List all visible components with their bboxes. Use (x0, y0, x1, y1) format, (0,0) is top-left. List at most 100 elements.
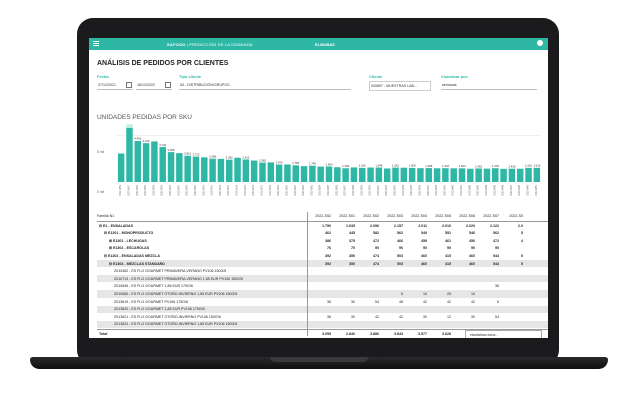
chart-bar[interactable] (525, 167, 532, 182)
chart-bar[interactable] (442, 168, 449, 182)
chart-bar[interactable] (516, 168, 524, 182)
user-icon[interactable] (537, 40, 543, 46)
chart-bar[interactable] (151, 141, 158, 182)
chart-bar[interactable] (284, 164, 291, 182)
chart-bar[interactable] (475, 168, 482, 182)
chart-bar[interactable] (201, 157, 208, 182)
chart-bar[interactable] (392, 167, 399, 182)
chart-bar[interactable] (267, 162, 275, 182)
chart-bar[interactable] (359, 167, 366, 182)
table-cell: 562 (397, 231, 403, 236)
chart-bar[interactable] (375, 167, 383, 182)
chart-bar[interactable] (126, 127, 133, 182)
week-column-header[interactable]: 2022-S02 (363, 214, 379, 218)
chart-bar[interactable] (192, 156, 200, 182)
chart-bar[interactable] (533, 167, 541, 182)
row-label: Z013622 - ES FLO GOURMET OTOÑO-INVIERNO … (114, 322, 238, 327)
chart-bar[interactable] (408, 167, 416, 182)
table-cell: 2.0 (518, 223, 523, 228)
chart-bar[interactable] (325, 166, 333, 182)
chart-bar[interactable] (225, 159, 233, 182)
chart-bar[interactable] (209, 158, 216, 182)
table-row[interactable]: Z013621 - ES FLO GOURMET OTOÑO-INVIERNO … (97, 313, 548, 320)
table-cell: 460 (421, 253, 427, 258)
tipo-cliente-select[interactable]: 03 - DISTRIBUCIÓN/GRUPOS ⌄ (179, 81, 351, 90)
calendar-icon[interactable] (165, 82, 171, 88)
cliente-select[interactable]: 000897 - MUESTRAS LAB... (369, 81, 431, 91)
chart-bar[interactable] (167, 152, 175, 182)
chart-bar[interactable] (500, 168, 507, 182)
table-cell: 90 (495, 246, 499, 251)
table-row[interactable]: ⊟ E1303 - MEZCLAS STANDARD 392 350 474 503 46… (97, 260, 548, 268)
week-column-header[interactable]: 2022-S07 (483, 214, 499, 218)
fecha-from-field[interactable]: 27/12/2021 (97, 81, 133, 90)
chart-bar[interactable] (176, 153, 183, 182)
chart-bar[interactable] (417, 168, 424, 182)
row-label: ⊟ E1201 - MONOPRODUCTO (104, 231, 154, 236)
table-row[interactable]: ⊞ E1302 - ESCAROLAS 76 70 90 96 90 90 90 90 (97, 245, 548, 252)
table-row[interactable]: Z013619 - ES FLO GOURMET PV106 175G/6 36 3… (97, 298, 548, 305)
week-column-header[interactable]: 2022-S06 (459, 214, 475, 218)
chart-bar[interactable] (292, 165, 299, 182)
y-tick-top: 5 mil (97, 150, 105, 154)
table-row[interactable]: Z010462 - ES FLO GOURMET PRIMAVERA-VERAN… (97, 268, 548, 275)
chart-bar[interactable] (433, 168, 441, 182)
row-label: ⊞ E1302 - ESCAROLAS (109, 246, 150, 251)
chart-bar[interactable] (184, 155, 191, 182)
week-column-header[interactable]: 2022-S01 (339, 214, 355, 218)
table-row[interactable]: Z010713 - ES FLO GOURMET PRIMAVERA-VERAN… (97, 275, 548, 283)
chart-bar[interactable] (342, 168, 349, 182)
chart-bar[interactable] (400, 167, 408, 182)
chart-bar[interactable] (117, 153, 125, 182)
row-label: Z013619 - ES FLO GOURMET PV106 175G/6 (114, 299, 189, 304)
chart-bar[interactable] (508, 168, 516, 182)
chart-bar[interactable] (425, 168, 432, 182)
chart-bar[interactable] (350, 167, 358, 182)
chart-bar[interactable] (309, 165, 316, 182)
chart-bar[interactable] (275, 164, 283, 182)
chart-bar[interactable] (458, 168, 466, 182)
chart-bar[interactable] (383, 168, 391, 182)
table-row[interactable]: ⊟ E1202 - ENSALADAS MEZCLA 392 350 474 503 46… (97, 252, 548, 259)
chart-bar[interactable] (367, 167, 374, 182)
week-column-header[interactable]: 2021-S52 (315, 214, 331, 218)
row-label: Z010080 - ES FLO GOURMET OTOÑO-INVIERNO … (114, 291, 238, 296)
table-row[interactable]: ⊟ E1 - ENSALADAS 1.750 1.635 2.096 2.157 2.01… (97, 222, 548, 229)
chart-bar[interactable] (317, 166, 324, 182)
column-header-familia[interactable]: Familia N1 (97, 214, 115, 218)
chart-bar[interactable] (334, 167, 341, 182)
week-column-header[interactable]: 2022-S05 (435, 214, 451, 218)
table-row[interactable]: Z013622 - ES FLO GOURMET OTOÑO-INVIERNO … (97, 320, 548, 328)
chart-bar[interactable] (483, 168, 491, 182)
table-cell: 4 (521, 238, 523, 243)
chart-bar[interactable] (159, 147, 166, 182)
chart-bar[interactable] (250, 160, 258, 182)
visualizar-select[interactable]: semanas ⌄ (441, 81, 537, 90)
chart-bar[interactable] (300, 166, 308, 182)
chart-bar[interactable] (142, 143, 150, 182)
chart-bar[interactable] (467, 168, 474, 182)
week-column-header[interactable]: 2022-S0 (509, 214, 523, 218)
chart-bar[interactable] (492, 168, 499, 182)
table-row[interactable]: Z010080 - ES FLO GOURMET OTOÑO-INVIERNO … (97, 290, 548, 298)
row-label: ⊟ E1303 - MEZCLAS STANDARD (109, 261, 165, 266)
chart-bar[interactable] (450, 168, 457, 182)
chart-bar[interactable] (259, 162, 266, 182)
hamburger-menu-icon[interactable] (93, 40, 99, 48)
table-row[interactable]: Z010636 - ES FLO GOURMET 1,85 EUR 175G/6… (97, 283, 548, 290)
table-row[interactable]: Z013620 - ES FLO GOURMET 1,85 EUR PV106 … (97, 305, 548, 313)
chart-bar[interactable] (242, 159, 250, 182)
bar-value-label: 1.516 (359, 164, 366, 168)
fecha-to-field[interactable]: 18/12/2022 (136, 81, 172, 90)
table-cell: 549 (421, 231, 427, 236)
table-cell: 70 (351, 246, 355, 251)
table-cell: 10 (471, 291, 475, 296)
table-row[interactable]: ⊟ E1201 - MONOPRODUCTO 462 445 582 562 549 551… (97, 230, 548, 237)
chart-bar[interactable] (217, 158, 225, 182)
week-column-header[interactable]: 2022-S03 (387, 214, 403, 218)
table-row[interactable]: ⊞ E1301 - LECHUGAS 386 375 472 466 459 461 456 4… (97, 237, 548, 244)
week-column-header[interactable]: 2022-S04 (411, 214, 427, 218)
chart-bar[interactable] (134, 140, 142, 182)
calendar-icon[interactable] (126, 82, 132, 88)
chart-bar[interactable] (234, 157, 241, 182)
